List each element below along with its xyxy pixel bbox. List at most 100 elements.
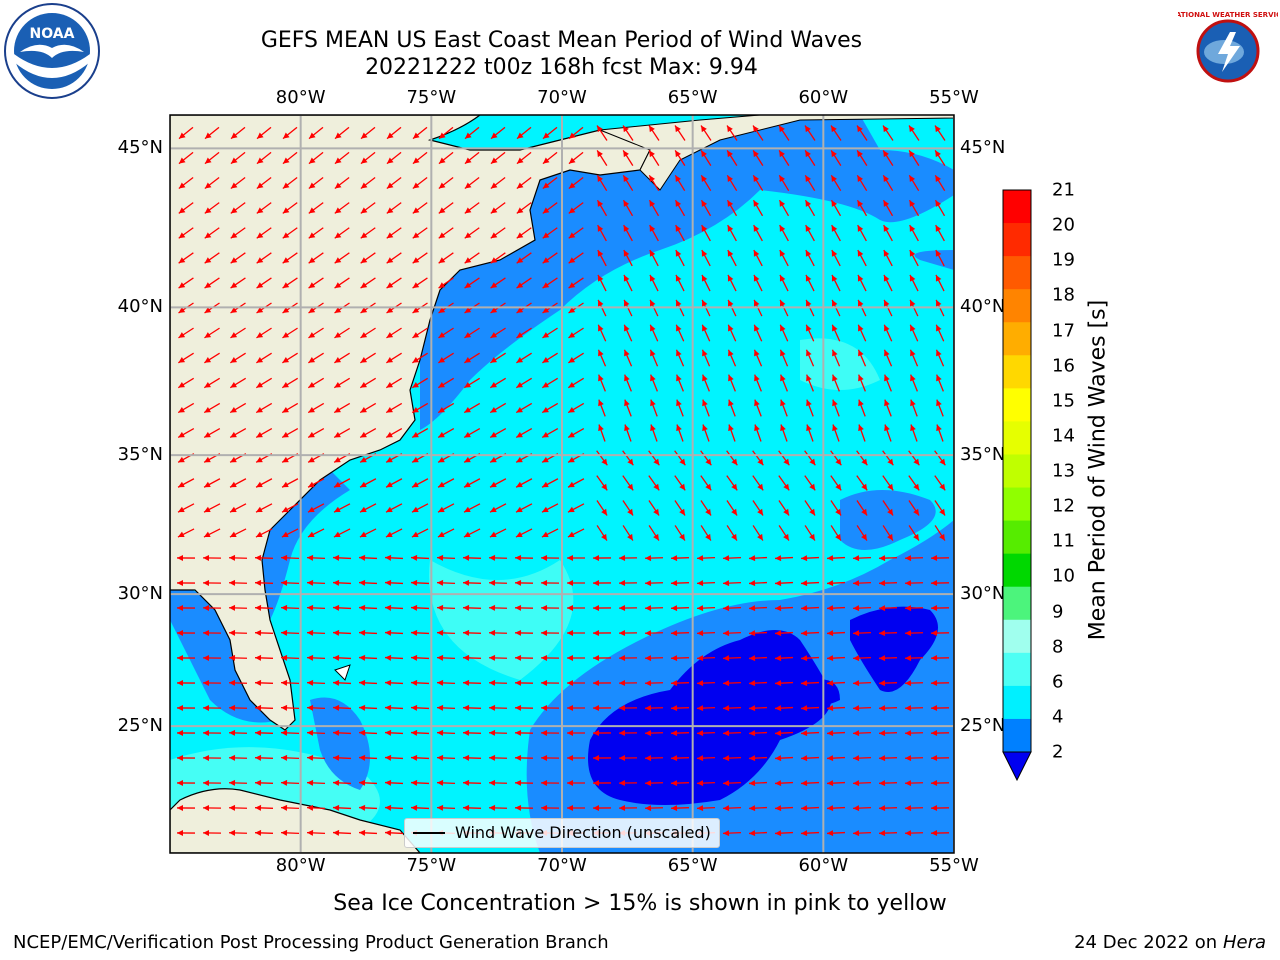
direction-arrow-head: [831, 125, 837, 133]
direction-arrow-head: [701, 250, 708, 257]
direction-arrow-head: [281, 779, 288, 786]
direction-arrow-head: [775, 580, 782, 587]
direction-arrow-head: [333, 754, 340, 761]
direction-arrow-head: [909, 125, 915, 133]
direction-arrow-head: [831, 175, 838, 182]
direction-arrow-head: [832, 374, 838, 382]
direction-arrow-head: [858, 399, 864, 407]
direction-arrow-head: [675, 125, 681, 133]
direction-arrow-head: [697, 555, 704, 562]
direction-arrow-head: [801, 605, 808, 612]
direction-arrow-head: [884, 424, 890, 432]
direction-arrow-head: [334, 332, 342, 338]
direction-arrow-head: [385, 804, 392, 811]
direction-arrow-head: [229, 679, 236, 686]
colorbar-swatch: [1003, 718, 1031, 753]
colorbar-tick: 16: [1052, 355, 1075, 377]
lat-tick-left: 45°N: [117, 137, 163, 159]
direction-arrow-head: [593, 805, 600, 812]
direction-arrow-head: [412, 157, 420, 164]
direction-arrow-head: [861, 483, 868, 491]
direction-arrow-head: [806, 424, 812, 432]
direction-arrow-head: [619, 680, 626, 687]
direction-arrow-head: [931, 555, 938, 562]
direction-arrow-head: [775, 605, 782, 612]
direction-arrow-head: [335, 132, 342, 139]
direction-arrow-head: [619, 755, 626, 762]
direction-arrow-head: [515, 604, 522, 611]
direction-arrow-head: [853, 830, 860, 837]
direction-arrow-head: [205, 132, 212, 139]
direction-arrow-head: [650, 424, 656, 432]
colorbar-swatch: [1003, 256, 1031, 290]
direction-arrow-head: [749, 630, 756, 637]
direction-arrow-head: [360, 182, 368, 189]
direction-arrow-head: [757, 458, 764, 466]
direction-arrow-head: [568, 357, 576, 363]
direction-arrow-head: [835, 483, 842, 491]
direction-arrow-head: [598, 424, 604, 432]
direction-arrow-head: [489, 779, 496, 786]
direction-arrow-head: [204, 282, 212, 289]
direction-arrow-head: [723, 680, 730, 687]
direction-arrow-head: [255, 779, 262, 786]
land-bahamas: [334, 664, 351, 681]
direction-arrow-head: [386, 431, 393, 438]
direction-arrow-head: [308, 282, 316, 289]
direction-arrow-head: [857, 150, 863, 158]
direction-arrow-head: [728, 399, 734, 407]
direction-arrow-head: [619, 805, 626, 812]
direction-arrow-head: [516, 431, 523, 438]
direction-arrow-head: [385, 554, 392, 561]
direction-arrow-head: [489, 629, 496, 636]
direction-arrow-head: [936, 374, 942, 382]
direction-arrow-head: [204, 232, 212, 239]
direction-arrow-head: [178, 456, 185, 463]
direction-arrow-head: [412, 207, 420, 214]
direction-arrow-head: [931, 755, 938, 762]
direction-arrow-head: [411, 679, 418, 686]
direction-arrow-head: [853, 680, 860, 687]
direction-arrow-head: [619, 730, 626, 737]
direction-arrow-head: [256, 381, 263, 388]
direction-arrow-head: [775, 680, 782, 687]
direction-arrow-head: [386, 506, 393, 513]
direction-arrow-head: [334, 182, 342, 189]
direction-arrow-head: [542, 157, 550, 164]
direction-arrow-head: [624, 424, 630, 432]
direction-arrow-head: [853, 705, 860, 712]
direction-arrow-head: [723, 730, 730, 737]
direction-arrow-head: [909, 200, 916, 207]
direction-arrow-head: [360, 307, 368, 313]
direction-arrow-head: [178, 357, 186, 363]
direction-arrow-head: [307, 704, 314, 711]
direction-arrow-head: [334, 282, 342, 289]
direction-arrow-head: [542, 182, 550, 189]
direction-arrow-head: [905, 705, 912, 712]
direction-arrow-head: [671, 580, 678, 587]
direction-arrow-head: [809, 533, 815, 541]
direction-arrow-head: [775, 730, 782, 737]
direction-arrow-head: [645, 630, 652, 637]
direction-arrow-head: [567, 579, 574, 586]
direction-arrow-head: [229, 829, 236, 836]
direction-arrow-head: [256, 157, 264, 164]
direction-arrow-head: [931, 605, 938, 612]
direction-arrow-head: [775, 805, 782, 812]
direction-arrow-head: [412, 456, 419, 463]
direction-arrow-head: [282, 207, 290, 214]
direction-arrow-head: [255, 531, 263, 538]
direction-arrow-head: [463, 704, 470, 711]
direction-arrow-head: [385, 579, 392, 586]
direction-arrow-head: [857, 175, 864, 182]
direction-arrow-head: [567, 654, 574, 661]
direction-arrow-head: [516, 357, 524, 363]
direction-arrow-head: [308, 332, 316, 338]
direction-arrow-head: [727, 175, 734, 182]
direction-arrow-head: [567, 629, 574, 636]
direction-arrow-head: [936, 399, 942, 407]
direction-arrow-head: [749, 705, 756, 712]
direction-arrow-head: [858, 324, 864, 332]
direction-arrow-head: [334, 207, 342, 214]
direction-arrow-head: [203, 829, 210, 836]
